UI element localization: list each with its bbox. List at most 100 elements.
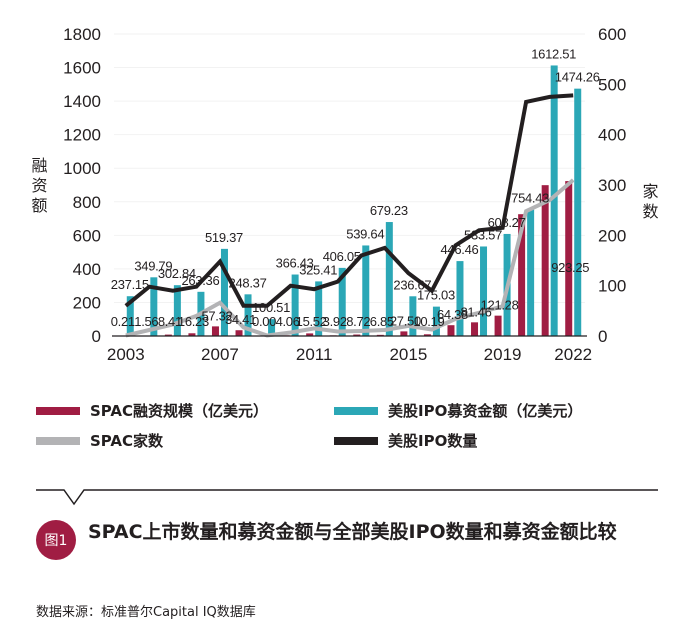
bar-spac-amount [306,333,314,336]
data-label-ipo-amount: 539.64 [346,226,384,241]
bar-ipo-amount [126,296,134,336]
bar-spac-amount [235,330,243,336]
x-tick-label: 2011 [296,345,333,364]
x-tick-label: 2019 [484,345,522,364]
data-label-spac-amount: 64.38 [437,307,468,322]
data-label-ipo-amount: 366.43 [276,256,314,271]
legend-label: 美股IPO募资金额（亿美元） [388,402,583,420]
bar-spac-amount [447,325,455,336]
bar-ipo-amount [220,248,228,336]
legend-item-spac-count: SPAC家数 [36,430,163,451]
bar-spac-amount [494,315,502,336]
y2-tick-label: 100 [598,277,626,296]
bar-spac-amount [211,326,219,336]
data-label-ipo-amount: 263.36 [181,273,219,288]
divider [36,489,658,506]
bar-ipo-amount [432,306,440,336]
y2-tick-label: 200 [598,226,626,245]
legend-label: SPAC融资规模（亿美元） [90,402,269,420]
chart: 0 200 400 600 800 1000 1200 1400 1600 1800 0 100 200… [29,25,659,364]
y-tick-label: 1600 [63,59,101,78]
data-label-spac-amount: 57.32 [201,308,232,323]
legend-label: SPAC家数 [90,432,164,450]
y-tick-label: 400 [73,260,101,279]
figure-title: SPAC上市数量和募资金额与全部美股IPO数量和募资金额比较 [88,521,617,543]
data-label-ipo-amount: 237.15 [111,277,149,292]
data-label-spac-amount: 34.41 [225,312,256,327]
bar-spac-amount [518,214,526,336]
bar-spac-amount [353,334,361,336]
y-tick-label: 0 [92,327,101,346]
data-label-ipo-amount: 349.79 [134,258,172,273]
y-tick-label: 1200 [63,126,101,145]
data-label-ipo-amount: 406.05 [323,249,361,264]
bar-ipo-amount [173,285,181,336]
source-note: 数据来源：标准普尔Capital IQ数据库 [36,605,256,620]
data-label-ipo-amount: 533.57 [464,227,502,242]
data-label-ipo-amount: 325.41 [299,262,337,277]
bar-ipo-amount [409,296,417,336]
legend-item-ipo-amount: 美股IPO募资金额（亿美元） [334,400,582,421]
legend-label: 美股IPO数量 [388,432,478,450]
data-label-ipo-amount: 236.67 [393,277,431,292]
bar-ipo-amount [456,261,464,336]
line-spac-count [125,178,575,338]
bar-spac-amount [188,333,196,336]
data-label-spac-amount: 10.19 [413,314,444,329]
x-tick-label: 2007 [201,345,239,364]
legend-item-spac-amount: SPAC融资规模（亿美元） [36,400,268,421]
legend-item-ipo-count: 美股IPO数量 [334,430,477,451]
y2-tick-label: 400 [598,126,626,145]
y2-tick-label: 300 [598,176,626,195]
bar-ipo-amount [362,245,370,336]
data-label-ipo-amount: 754.43 [511,190,549,205]
bar-spac-amount [400,331,408,336]
bars [117,65,582,336]
line-ipo-count [124,93,574,308]
data-label-spac-amount: 16.23 [178,314,209,329]
data-label-spac-amount: 0.21 [111,314,135,329]
data-label-spac-amount: 3.92 [323,314,347,329]
data-label-ipo-amount: 519.37 [205,230,243,245]
x-tick-label: 2022 [554,345,592,364]
data-label-ipo-amount: 1474.26 [555,70,600,85]
data-label-spac-amount: 121.28 [481,298,519,313]
bar-ipo-amount [315,281,323,336]
x-tick-label: 2015 [389,345,427,364]
data-label-ipo-amount: 302.84 [158,266,196,281]
legend-swatch [36,406,80,415]
y2-tick-label: 600 [598,25,626,44]
y2-axis-title: 家数 [640,183,659,223]
bar-spac-amount [471,322,479,336]
y2-tick-label: 0 [598,327,607,346]
data-label-spac-amount: 15.52 [296,314,327,329]
bar-spac-amount [164,334,172,336]
data-label-spac-amount: 81.46 [461,304,492,319]
legend-swatch [334,406,378,415]
y-tick-label: 1000 [63,159,101,178]
y-axis-title: 融资额 [29,157,48,217]
data-label-ipo-amount: 175.03 [417,288,455,303]
data-label-ipo-amount: 679.23 [370,203,408,218]
y-tick-label: 800 [73,193,101,212]
bar-spac-amount [565,181,573,336]
y-tick-label: 1400 [63,92,101,111]
x-tick-label: 2003 [107,345,145,364]
y-tick-label: 200 [73,293,101,312]
data-label-spac-amount: 6.85 [370,314,394,329]
bar-spac-amount [541,185,549,336]
data-label-spac-amount: 923.25 [551,260,589,275]
y2-tick-label: 500 [598,75,626,94]
bar-ipo-amount [527,209,535,336]
legend: SPAC融资规模（亿美元） 美股IPO募资金额（亿美元） SPAC家数 美股IP… [36,400,676,460]
axes: 0 200 400 600 800 1000 1200 1400 1600 1800 0 100 200… [63,25,626,364]
data-label-ipo-amount: 446.46 [440,242,478,257]
data-label-spac-amount: 4.06 [276,314,300,329]
data-label-ipo-amount: 1612.51 [531,46,576,61]
y-tick-label: 600 [73,226,101,245]
legend-swatch [36,436,80,445]
data-label-ipo-amount: 100.51 [252,300,290,315]
series-lines [124,93,575,338]
bar-ipo-amount [480,246,488,336]
